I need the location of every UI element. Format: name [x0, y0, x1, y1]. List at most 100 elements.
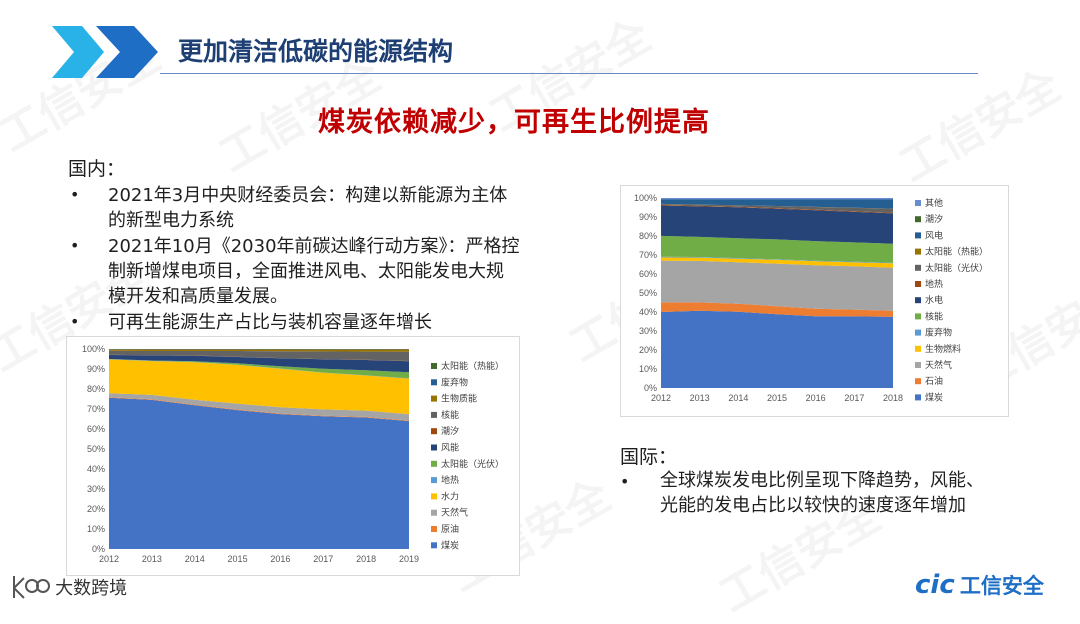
footer-right-text: 工信安全	[960, 574, 1044, 598]
legend-label: 太阳能（光伏）	[441, 458, 504, 470]
x-tick-label: 2018	[356, 554, 376, 564]
x-tick-label: 2012	[99, 554, 119, 564]
legend-swatch	[915, 313, 921, 319]
x-tick-label: 2017	[313, 554, 333, 564]
title-divider	[160, 73, 978, 74]
legend-swatch	[431, 445, 437, 451]
y-tick-label: 30%	[87, 484, 105, 494]
legend-swatch	[431, 396, 437, 402]
page-title: 更加清洁低碳的能源结构	[178, 32, 453, 68]
x-tick-label: 2015	[767, 393, 787, 403]
chevron-icon	[52, 26, 164, 78]
international-bullet-1: 全球煤炭发电比例呈现下降趋势，风能、 光能的发电占比以较快的速度逐年增加	[660, 468, 984, 518]
y-tick-label: 50%	[639, 288, 657, 298]
y-tick-label: 100%	[634, 193, 657, 203]
x-tick-label: 2013	[142, 554, 162, 564]
legend-label: 核能	[441, 409, 459, 421]
legend-label: 风电	[925, 229, 943, 241]
domestic-heading: 国内：	[68, 154, 125, 181]
legend-swatch	[915, 281, 921, 287]
legend-swatch	[915, 394, 921, 400]
y-tick-label: 60%	[639, 269, 657, 279]
legend-label: 天然气	[441, 507, 468, 519]
legend-label: 核能	[925, 310, 943, 322]
bullet-line: 2021年3月中央财经委员会：构建以新能源为主体	[108, 183, 507, 208]
legend-label: 原油	[441, 523, 459, 535]
y-tick-label: 90%	[87, 364, 105, 374]
international-heading: 国际：	[620, 442, 677, 469]
legend-swatch	[431, 428, 437, 434]
legend-label: 水电	[925, 294, 943, 306]
y-tick-label: 20%	[87, 504, 105, 514]
legend-swatch	[915, 200, 921, 206]
legend-label: 地热	[441, 474, 459, 486]
legend-swatch	[915, 232, 921, 238]
bullet-icon: •	[70, 312, 79, 331]
cic-logo: cic	[915, 570, 955, 600]
y-tick-label: 10%	[87, 524, 105, 534]
x-tick-label: 2017	[844, 393, 864, 403]
domestic-bullet-1: 2021年3月中央财经委员会：构建以新能源为主体 的新型电力系统	[108, 183, 507, 233]
legend-swatch	[431, 542, 437, 548]
legend-label: 风能	[441, 442, 459, 454]
legend-label: 石油	[925, 375, 943, 387]
x-tick-label: 2018	[883, 393, 903, 403]
legend-label: 生物燃料	[925, 343, 961, 355]
y-tick-label: 100%	[82, 344, 105, 354]
legend-label: 废弃物	[441, 376, 468, 388]
y-tick-label: 70%	[87, 404, 105, 414]
x-tick-label: 2016	[270, 554, 290, 564]
area-series-12	[661, 198, 893, 200]
legend-label: 生物质能	[441, 393, 477, 405]
legend-swatch	[431, 493, 437, 499]
footer-left-brand: 大数跨境	[10, 572, 127, 602]
legend-swatch	[431, 526, 437, 532]
legend-swatch	[915, 216, 921, 222]
legend-label: 煤炭	[441, 539, 459, 551]
footer-right-brand: cic 工信安全	[915, 570, 1044, 600]
legend-swatch	[915, 362, 921, 368]
legend-swatch	[915, 346, 921, 352]
legend-swatch	[431, 461, 437, 467]
legend-swatch	[915, 265, 921, 271]
legend-swatch	[431, 412, 437, 418]
legend-swatch	[915, 330, 921, 336]
y-tick-label: 0%	[92, 544, 105, 554]
legend-swatch	[915, 378, 921, 384]
footer-left-text: 大数跨境	[55, 578, 127, 599]
y-tick-label: 50%	[87, 444, 105, 454]
y-tick-label: 80%	[87, 384, 105, 394]
bullet-line: 全球煤炭发电比例呈现下降趋势，风能、	[660, 468, 984, 493]
x-tick-label: 2014	[728, 393, 748, 403]
y-tick-label: 10%	[639, 364, 657, 374]
domestic-bullet-3: 可再生能源生产占比与装机容量逐年增长	[108, 310, 432, 335]
area-series-0	[109, 398, 409, 549]
bullet-line: 光能的发电占比以较快的速度逐年增加	[660, 493, 984, 518]
legend-label: 煤炭	[925, 391, 943, 403]
legend-label: 水力	[441, 490, 459, 502]
bullet-line: 模开发和高质量发展。	[108, 284, 520, 309]
x-tick-label: 2012	[651, 393, 671, 403]
legend-swatch	[431, 379, 437, 385]
y-tick-label: 60%	[87, 424, 105, 434]
bullet-line: 2021年10月《2030年前碳达峰行动方案》：严格控	[108, 234, 520, 259]
legend-label: 天然气	[925, 359, 952, 371]
bullet-icon: •	[70, 236, 79, 255]
y-tick-label: 80%	[639, 231, 657, 241]
legend-swatch	[431, 510, 437, 516]
x-tick-label: 2013	[690, 393, 710, 403]
y-tick-label: 30%	[639, 326, 657, 336]
x-tick-label: 2015	[228, 554, 248, 564]
y-tick-label: 40%	[639, 307, 657, 317]
x-tick-label: 2014	[185, 554, 205, 564]
area-series-0	[661, 311, 893, 388]
bullet-icon: •	[70, 185, 79, 204]
legend-swatch	[915, 249, 921, 255]
slide-subtitle: 煤炭依赖减少，可再生比例提高	[318, 100, 710, 139]
legend-label: 潮汐	[441, 425, 459, 437]
x-tick-label: 2019	[399, 554, 419, 564]
